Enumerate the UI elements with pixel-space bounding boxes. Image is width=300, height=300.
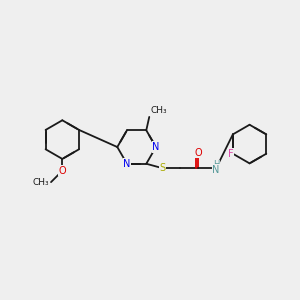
Text: CH₃: CH₃ bbox=[151, 106, 167, 115]
Text: O: O bbox=[58, 166, 66, 176]
Text: N: N bbox=[212, 165, 220, 175]
Text: CH₃: CH₃ bbox=[33, 178, 50, 187]
Text: H: H bbox=[213, 160, 219, 169]
Text: O: O bbox=[194, 148, 202, 158]
Text: N: N bbox=[152, 142, 160, 152]
Text: S: S bbox=[160, 163, 166, 173]
Text: N: N bbox=[123, 159, 131, 169]
Text: F: F bbox=[228, 149, 233, 159]
